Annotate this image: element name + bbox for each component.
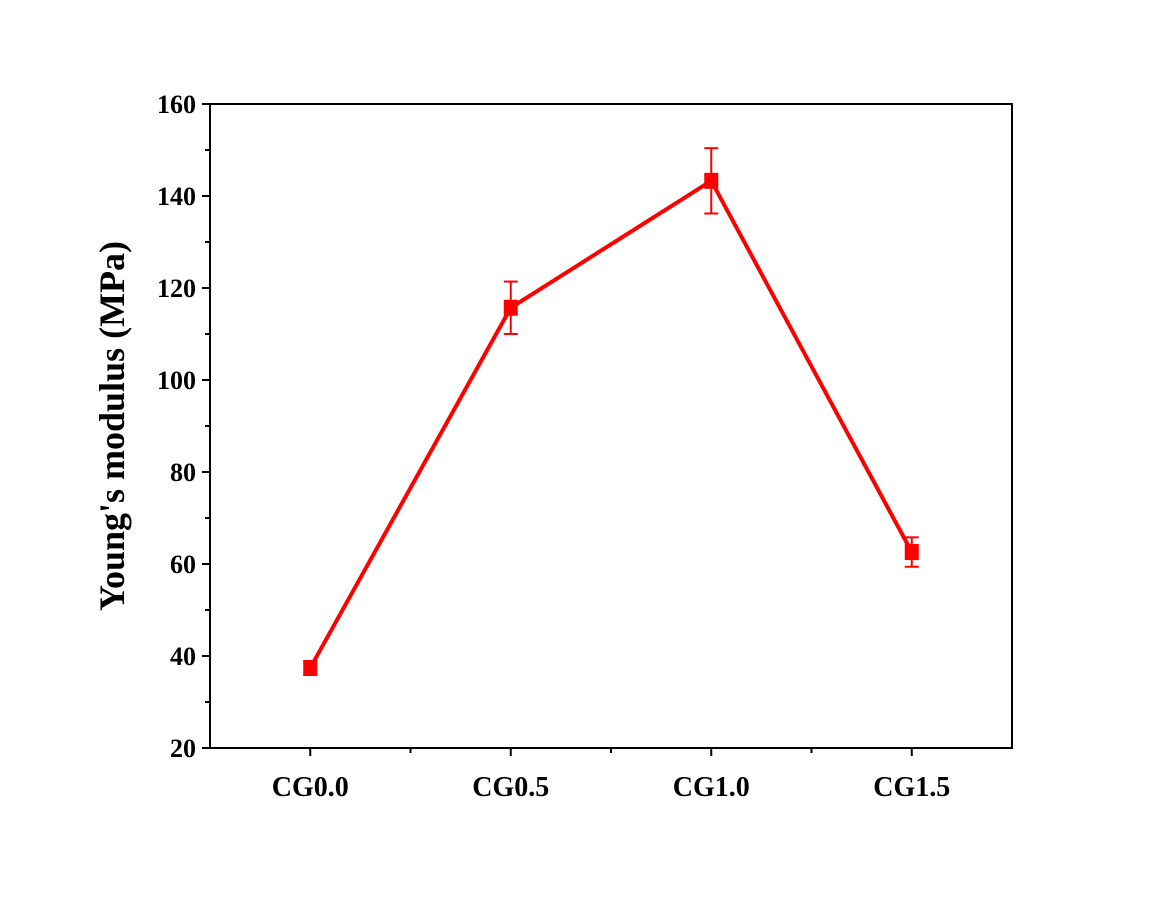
y-tick-label: 60 bbox=[170, 550, 196, 579]
x-axis: CG0.0 CG0.5 CG1.0 CG1.5 bbox=[272, 748, 950, 803]
y-tick-label: 140 bbox=[157, 182, 196, 211]
y-tick-label: 20 bbox=[170, 734, 196, 763]
data-point bbox=[904, 544, 919, 561]
x-tick-label: CG0.5 bbox=[472, 772, 549, 803]
y-tick-label: 80 bbox=[170, 458, 196, 487]
x-tick-label: CG0.0 bbox=[272, 772, 349, 803]
y-tick-label: 40 bbox=[170, 642, 196, 671]
y-tick-label: 120 bbox=[157, 274, 196, 303]
data-point bbox=[503, 299, 518, 316]
y-tick-label: 160 bbox=[157, 90, 196, 119]
x-tick-label: CG1.5 bbox=[873, 772, 950, 803]
x-tick-label: CG1.0 bbox=[673, 772, 750, 803]
plot-frame bbox=[209, 103, 1013, 749]
data-point bbox=[704, 172, 719, 189]
series bbox=[303, 147, 919, 676]
series-line bbox=[308, 177, 914, 669]
y-axis-label: Young's modulus (MPa) bbox=[92, 241, 132, 611]
y-axis: 20 40 60 80 100 120 140 160 bbox=[157, 90, 210, 763]
y-tick-label: 100 bbox=[157, 366, 196, 395]
data-point bbox=[303, 659, 318, 676]
